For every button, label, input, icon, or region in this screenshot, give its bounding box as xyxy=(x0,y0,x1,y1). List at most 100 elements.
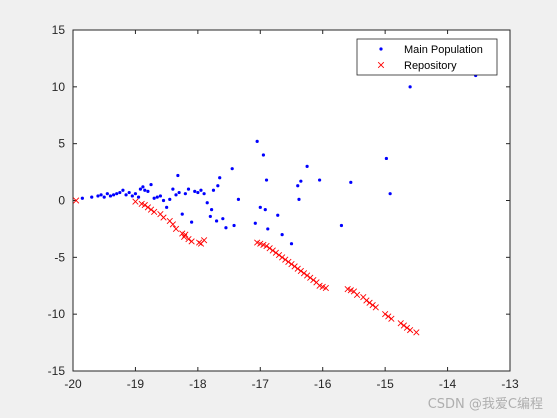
population-point xyxy=(155,195,159,199)
population-point xyxy=(99,193,103,197)
population-point xyxy=(80,196,84,200)
legend-label: Main Population xyxy=(404,44,483,56)
repository-point xyxy=(307,274,314,281)
population-point xyxy=(183,192,187,196)
population-point xyxy=(202,192,206,196)
x-tick-label: -13 xyxy=(501,377,519,391)
population-point xyxy=(224,226,228,230)
population-point xyxy=(296,184,300,188)
population-point xyxy=(349,180,353,184)
x-tick-label: -18 xyxy=(189,377,207,391)
population-point xyxy=(115,192,119,196)
population-point xyxy=(255,139,259,143)
population-point xyxy=(208,214,212,219)
population-point xyxy=(186,187,191,191)
population-point xyxy=(236,197,241,201)
repository-point xyxy=(322,284,329,292)
repository-point xyxy=(403,324,411,331)
population-point xyxy=(176,173,180,178)
population-point xyxy=(174,193,178,197)
population-point xyxy=(276,213,280,217)
population-point xyxy=(388,192,392,196)
repository-point xyxy=(382,311,389,318)
y-tick-label: 15 xyxy=(52,23,66,37)
repository-point xyxy=(263,242,270,250)
population-point xyxy=(138,187,143,191)
population-point xyxy=(209,207,214,212)
population-point xyxy=(118,190,122,195)
population-point xyxy=(232,223,236,228)
repository-point xyxy=(388,315,395,322)
x-tick-label: -19 xyxy=(127,377,145,391)
repository-point xyxy=(141,201,148,209)
population-point xyxy=(177,190,181,195)
y-tick-label: 5 xyxy=(58,137,65,151)
repository-point xyxy=(132,198,139,205)
population-point xyxy=(152,196,156,200)
population-point xyxy=(199,188,203,192)
repository-point xyxy=(269,247,276,254)
population-point xyxy=(171,187,175,191)
x-tick-label: -16 xyxy=(314,377,332,391)
y-tick-label: 0 xyxy=(58,194,65,208)
legend: Main Population Repository xyxy=(356,38,498,76)
x-tick-label: -20 xyxy=(64,377,82,391)
repository-point xyxy=(310,276,317,284)
repository-point xyxy=(285,258,292,265)
population-point xyxy=(102,195,106,199)
population-point xyxy=(111,193,116,197)
population-point xyxy=(205,201,209,205)
repository-point xyxy=(369,301,376,309)
population-point xyxy=(297,197,301,201)
population-point xyxy=(339,223,344,228)
population-point xyxy=(196,190,200,195)
legend-label: Repository xyxy=(404,60,457,72)
legend-marker xyxy=(377,61,385,69)
repository-point xyxy=(200,237,208,244)
repository-point xyxy=(353,291,361,298)
repository-point xyxy=(279,254,286,261)
data-marks xyxy=(73,73,478,336)
axis-ticks: -20 -19 -18 -17 -16 -15 -14 -13 -15 -10 -5 0 5 10 15 xyxy=(48,23,519,391)
population-point xyxy=(143,188,147,192)
population-point xyxy=(305,164,309,168)
y-tick-label: -15 xyxy=(48,364,66,378)
watermark-text: CSDN @我爱C编程 xyxy=(427,397,543,412)
repository-point xyxy=(366,299,373,306)
population-point xyxy=(168,197,172,201)
repository-point xyxy=(169,221,177,228)
repository-point xyxy=(151,208,158,215)
repository-point xyxy=(188,238,195,245)
repository-point xyxy=(282,256,289,263)
repository-point xyxy=(413,329,420,336)
population-point xyxy=(165,205,169,209)
population-point xyxy=(161,198,166,203)
repository-point xyxy=(160,214,167,221)
repository-point xyxy=(397,320,404,327)
population-point xyxy=(96,194,100,198)
repository-point xyxy=(275,251,283,259)
population-point xyxy=(90,195,94,199)
population-point xyxy=(253,221,257,225)
population-point xyxy=(218,176,222,180)
repository-point xyxy=(300,270,308,277)
repository-point xyxy=(294,265,301,272)
population-point xyxy=(317,178,322,182)
population-point xyxy=(280,233,284,237)
repository-point xyxy=(144,204,152,211)
population-point xyxy=(105,192,109,196)
legend-box xyxy=(356,38,498,76)
population-point xyxy=(266,227,270,231)
population-point xyxy=(211,188,216,192)
y-tick-label: -10 xyxy=(48,307,66,321)
population-point xyxy=(130,194,134,198)
repository-point xyxy=(291,263,298,270)
y-tick-label: -5 xyxy=(54,250,65,264)
population-point xyxy=(121,188,125,192)
repository-point xyxy=(185,236,192,243)
population-point xyxy=(289,242,294,246)
population-point xyxy=(216,184,220,188)
population-point xyxy=(141,185,145,189)
repository-point xyxy=(297,267,304,275)
repository-point xyxy=(363,297,370,304)
